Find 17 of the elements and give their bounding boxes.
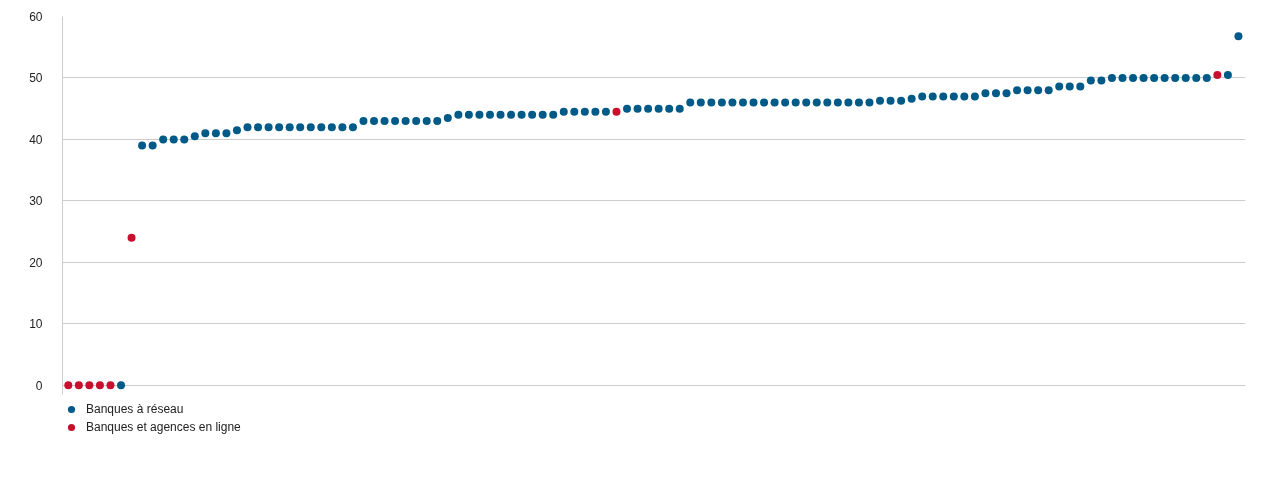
point bbox=[612, 107, 621, 116]
legend-label: Banques à réseau bbox=[86, 402, 184, 416]
point bbox=[106, 381, 115, 390]
legend-label: Banques et agences en ligne bbox=[86, 420, 241, 434]
point bbox=[64, 381, 73, 390]
y-tick-label: 40 bbox=[29, 132, 43, 147]
y-tick-label: 60 bbox=[29, 10, 43, 24]
point bbox=[127, 233, 136, 242]
y-tick-label: 10 bbox=[29, 317, 43, 332]
y-tick-label: 50 bbox=[29, 71, 43, 86]
y-tick-label: 0 bbox=[35, 378, 43, 393]
point bbox=[95, 381, 104, 390]
point bbox=[1213, 70, 1222, 79]
point bbox=[74, 381, 83, 390]
y-tick-label: 30 bbox=[29, 194, 43, 209]
point bbox=[85, 381, 94, 390]
y-tick-label: 20 bbox=[29, 255, 43, 270]
